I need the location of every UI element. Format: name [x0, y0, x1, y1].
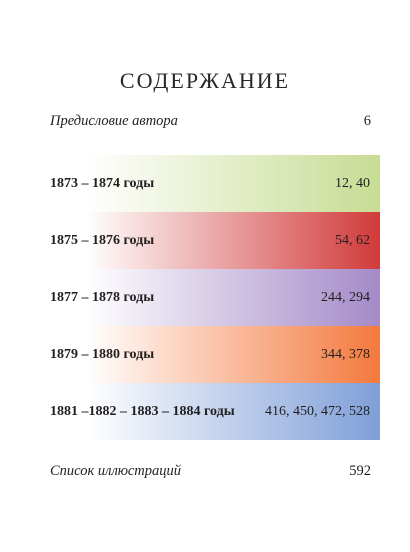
toc-section-pages: 12, 40: [335, 175, 370, 191]
toc-section-pages: 244, 294: [321, 289, 370, 305]
toc-entry-label: Список иллюстраций: [50, 463, 181, 479]
toc-section-years: 1875 – 1876 годы: [50, 232, 155, 248]
toc-entry-page: 592: [349, 463, 371, 479]
toc-section-years: 1873 – 1874 годы: [50, 175, 155, 191]
toc-entry-label: Предисловие автора: [50, 113, 178, 129]
toc-section-years: 1879 – 1880 годы: [50, 346, 155, 362]
toc-entry-page: 6: [363, 113, 371, 129]
toc-section-years: 1877 – 1878 годы: [50, 289, 155, 305]
toc-section-1881-1884[interactable]: 1881 –1882 – 1883 – 1884 годы 416, 450, …: [34, 383, 380, 440]
toc-section-pages: 416, 450, 472, 528: [265, 403, 370, 419]
toc-section-1877-1878[interactable]: 1877 – 1878 годы 244, 294: [34, 269, 380, 326]
toc-section-1873-1874[interactable]: 1873 – 1874 годы 12, 40: [34, 155, 380, 212]
page-title: СОДЕРЖАНИЕ: [119, 68, 291, 93]
toc-section-pages: 54, 62: [335, 232, 370, 248]
toc-section-years: 1881 –1882 – 1883 – 1884 годы: [50, 403, 235, 419]
toc-entry-illustrations[interactable]: Список иллюстраций 592: [50, 463, 371, 480]
toc-section-1875-1876[interactable]: 1875 – 1876 годы 54, 62: [34, 212, 380, 269]
toc-section-1879-1880[interactable]: 1879 – 1880 годы 344, 378: [34, 326, 380, 383]
toc-section-pages: 344, 378: [321, 346, 370, 362]
toc-entry-preface[interactable]: Предисловие автора 6: [50, 113, 371, 130]
